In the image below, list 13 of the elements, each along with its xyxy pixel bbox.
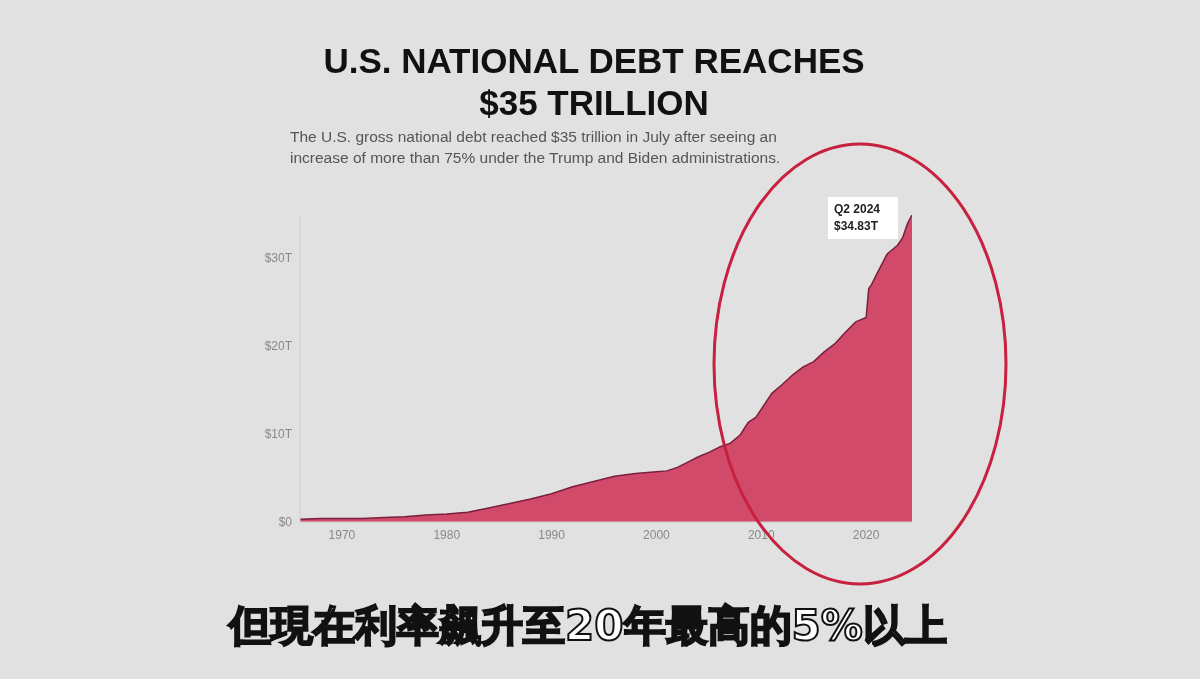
y-tick-label: $10T [264,427,293,442]
text: 但現在利率飆升至20年最高的5%以上 [227,600,948,652]
y-tick-label: $20T [264,338,293,353]
annotation: Q2 2024 $34.83T [834,202,881,233]
x-tick-label: 2020 [852,527,880,542]
x-tick-label: 1970 [328,527,356,542]
x-tick-label: 1990 [538,527,566,542]
chart-title: U.S. NATIONAL DEBT REACHES $35 TRILLION [322,40,866,124]
y-tick-label: $30T [264,250,293,265]
x-tick-label: 1980 [433,527,461,542]
y-tick-label: $0 [278,515,293,530]
chart-subtitle: The U.S. gross national debt reached $35 trillion in July after seeing an increase of more than 75% under the Trump and Biden administrations. [290,127,781,168]
x-tick-label: 2000 [643,527,671,542]
